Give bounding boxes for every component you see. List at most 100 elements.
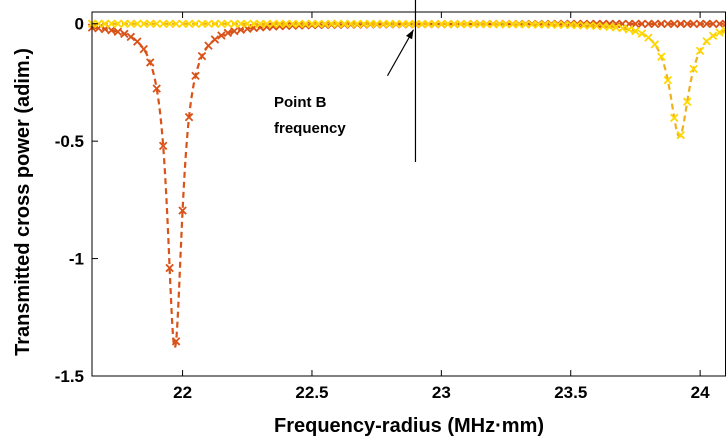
series-1-point [236, 19, 246, 29]
series-0-point [682, 19, 692, 29]
series-1-point [488, 19, 498, 29]
series-1-point [637, 29, 647, 38]
annotation-line-2: frequency [274, 120, 346, 137]
series-1-point [404, 19, 414, 29]
series-0-point [663, 19, 673, 29]
y-axis-label: Transmitted cross power (adim.) [12, 48, 34, 356]
series-0-point [120, 29, 129, 39]
series-1-point [663, 75, 673, 85]
series-1-point [314, 19, 323, 29]
series-1-point [262, 19, 271, 29]
series-1-point [715, 28, 724, 37]
series-0-point [223, 28, 233, 38]
series-0-point [184, 112, 194, 122]
series-1-point [398, 19, 407, 29]
series-1-point [501, 20, 511, 29]
series-1-point [152, 19, 161, 29]
series-1-point [327, 19, 336, 29]
series-0-point [650, 19, 660, 29]
series-1-point [191, 19, 200, 29]
series-1-point [553, 20, 563, 30]
series-1-point [365, 19, 375, 29]
series-0-point [721, 19, 726, 29]
series-1-point [521, 20, 530, 29]
series-1-point [676, 130, 685, 140]
series-1-point [210, 19, 220, 29]
series-1-point [340, 19, 349, 29]
series-0-point [197, 51, 207, 61]
series-0-point [139, 44, 148, 54]
series-0-point [670, 19, 679, 29]
series-0-point [165, 263, 174, 273]
series-1-point [514, 20, 524, 29]
series-1-point [94, 19, 103, 29]
series-0-point [152, 84, 161, 93]
series-1-point [346, 19, 356, 29]
series-1-point [417, 19, 427, 29]
series-1-point [359, 19, 368, 29]
series-0-point [637, 19, 647, 29]
series-1-point [469, 19, 478, 29]
series-1-point [689, 64, 698, 74]
x-tick-label: 22.5 [295, 383, 328, 402]
series-1-point [430, 19, 440, 29]
series-1-point [333, 19, 343, 29]
series-1-point [657, 52, 666, 61]
series-0-point [702, 19, 711, 29]
series-1-point [424, 19, 433, 29]
series-0-point [631, 19, 640, 29]
point-b-arrow-head [405, 29, 414, 40]
series-0-point [210, 35, 220, 44]
series-1-point [611, 23, 621, 32]
series-1-point [204, 19, 213, 29]
series-1-point [495, 19, 504, 29]
series-1-point [695, 46, 705, 56]
series-1-line [92, 22, 726, 138]
series-0-point [689, 19, 698, 29]
series-0-point [217, 31, 226, 40]
series-1-point [644, 33, 653, 42]
series-1-point [353, 19, 362, 29]
series-0-point [191, 71, 200, 81]
series-1-point [171, 19, 181, 29]
series-1-point [133, 19, 142, 29]
series-1-point [217, 19, 226, 29]
series-1-point [540, 20, 550, 29]
series-1-point [184, 19, 194, 29]
series-1-point [385, 19, 394, 29]
y-axis-ticks: 0 -0.5 -1 -1.5 [55, 15, 98, 386]
series-1-point [437, 19, 446, 29]
series-0-point [107, 25, 116, 35]
series-0-point [113, 27, 123, 36]
series-1-point [670, 113, 679, 123]
series-0-point [230, 26, 239, 36]
series-0-point [133, 37, 142, 46]
y-tick-label: 0 [75, 15, 84, 34]
series-1-point [566, 20, 575, 30]
series-1-point [294, 19, 304, 29]
plot-frame [91, 11, 726, 377]
series-1-point [372, 19, 381, 29]
series-1-point [462, 19, 472, 29]
series-1-point [126, 19, 136, 29]
series-1 [87, 19, 726, 140]
series-1-point [391, 19, 401, 29]
series-1-point [139, 19, 148, 29]
series-1-point [100, 19, 110, 29]
series-1-point [320, 19, 330, 29]
series-1-point [145, 19, 155, 29]
series-0-line [91, 22, 726, 350]
series-0-point [708, 19, 718, 29]
series-0-point [204, 41, 213, 50]
series-1-point [534, 20, 543, 29]
x-tick-label: 23 [432, 383, 451, 402]
series-1-point [475, 19, 485, 29]
series-1-point [443, 19, 453, 29]
series-1-point [708, 31, 718, 41]
series-1-point [165, 19, 174, 29]
series-0-point [572, 19, 582, 29]
series-1-point [230, 19, 239, 29]
y-tick-label: -0.5 [55, 132, 84, 151]
series-0-point [644, 19, 653, 29]
